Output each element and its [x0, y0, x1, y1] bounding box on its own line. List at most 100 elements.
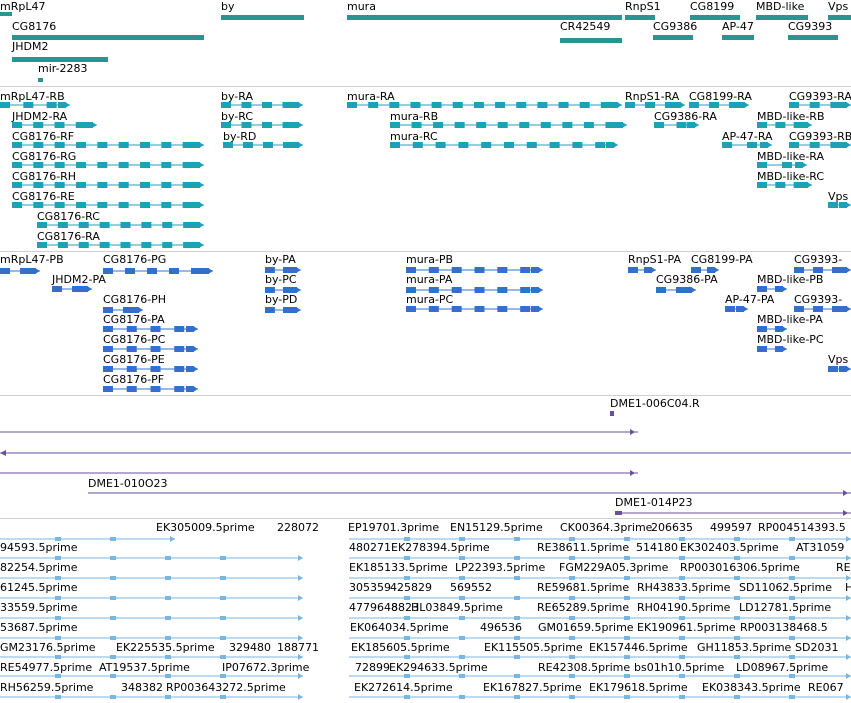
feature-label[interactable]: RnpS1-PA — [628, 253, 682, 266]
feature-label[interactable]: 8823 — [391, 601, 419, 614]
feature-label[interactable]: CG8176-RA — [37, 230, 100, 243]
feature-label[interactable]: AP-47 — [722, 20, 754, 33]
feature-label[interactable]: FGM229A05.3prime — [559, 561, 669, 574]
feature-label[interactable]: MBD-like-RA — [757, 150, 825, 163]
feature-label[interactable]: Vps — [828, 0, 849, 13]
feature-label[interactable]: by-RA — [221, 90, 253, 103]
feature-label[interactable]: EK064034.5prime — [350, 621, 449, 634]
feature-label[interactable]: RP003016306.5prime — [680, 561, 800, 574]
feature-label[interactable]: Vps — [828, 190, 849, 203]
feature-label[interactable]: AT19537.5prime — [99, 661, 190, 674]
feature-label[interactable]: RE3882 — [836, 561, 851, 574]
feature-label[interactable]: 61245.5prime — [0, 581, 78, 594]
feature-label[interactable]: MBD-like-PA — [757, 313, 823, 326]
feature-label[interactable]: AP-47-RA — [722, 130, 773, 143]
feature-label[interactable]: CG8176-PH — [103, 293, 167, 306]
feature-label[interactable]: LD12781.5prime — [739, 601, 832, 614]
feature-label[interactable]: by-RC — [221, 110, 254, 123]
feature-label[interactable]: CG8199 — [690, 0, 735, 13]
feature-label[interactable]: CG8176-PF — [103, 373, 165, 386]
feature-label[interactable]: by-PD — [265, 293, 298, 306]
feature-label[interactable]: GH11853.5prime — [697, 641, 792, 654]
feature-label[interactable]: by-RD — [223, 130, 257, 143]
feature-label[interactable]: IP07672.3prime — [222, 661, 310, 674]
feature-label[interactable]: CG8176-PA — [103, 313, 165, 326]
feature-label[interactable]: AP-47-PA — [725, 293, 775, 306]
feature-label[interactable]: 94593.5prime — [0, 541, 78, 554]
feature-label[interactable]: mura — [347, 0, 376, 13]
feature-label[interactable]: 329480 — [229, 641, 271, 654]
feature-label[interactable]: EK167827.5prime — [483, 681, 582, 694]
feature-label[interactable]: RnpS1 — [625, 0, 661, 13]
feature-label[interactable]: RH56259.5prime — [0, 681, 94, 694]
feature-label[interactable]: MBD-like-PB — [757, 273, 824, 286]
feature-label[interactable]: CG8176-RH — [12, 170, 77, 183]
feature-label[interactable]: SD11062.5prime — [739, 581, 832, 594]
feature-label[interactable]: by-PC — [265, 273, 297, 286]
feature-label[interactable]: CG9393-RB — [789, 130, 851, 143]
feature-label[interactable]: MBD-like-RB — [757, 110, 825, 123]
feature-label[interactable]: mura-PC — [406, 293, 454, 306]
feature-label[interactable]: RH43833.5prime — [637, 581, 731, 594]
feature-label[interactable]: AT31059 — [796, 541, 845, 554]
feature-label[interactable]: EK038343.5prime — [702, 681, 801, 694]
feature-label[interactable]: RE067 — [808, 681, 844, 694]
feature-label[interactable]: 514180 — [636, 541, 678, 554]
feature-label[interactable]: RE65289.5prime — [537, 601, 630, 614]
feature-label[interactable]: RE54977.5prime — [0, 661, 93, 674]
feature-label[interactable]: RP003643272.5prime — [166, 681, 286, 694]
feature-label[interactable]: EK179618.5prime — [589, 681, 688, 694]
feature-label[interactable]: RP004514393.5 — [758, 521, 846, 534]
feature-label[interactable]: 499597 — [710, 521, 752, 534]
feature-label[interactable]: mRpL47 — [0, 0, 46, 13]
feature-label[interactable]: MBD-like-PC — [757, 333, 824, 346]
feature-label[interactable]: EN15129.5prime — [450, 521, 543, 534]
feature-label[interactable]: Vps — [828, 353, 849, 366]
feature-label[interactable]: EK278394.5prime — [391, 541, 490, 554]
feature-label[interactable]: CG9386 — [653, 20, 698, 33]
feature-label[interactable]: CG8176-RE — [12, 190, 75, 203]
feature-label[interactable]: GM01659.5prime — [538, 621, 634, 634]
feature-label[interactable]: 228072 — [277, 521, 319, 534]
feature-label[interactable]: EK115505.5prime — [484, 641, 583, 654]
feature-label[interactable]: CG8176 — [12, 20, 57, 33]
feature-label[interactable]: CK00364.3prime — [560, 521, 653, 534]
feature-label[interactable]: CG9393-RA — [789, 90, 851, 103]
feature-label[interactable]: 496536 — [480, 621, 522, 634]
feature-label[interactable]: CG8176-RC — [37, 210, 100, 223]
feature-label[interactable]: mura-PA — [406, 273, 453, 286]
feature-label[interactable]: RE38611.5prime — [537, 541, 630, 554]
feature-label[interactable]: CG8176-PC — [103, 333, 166, 346]
feature-label[interactable]: CG9393 — [788, 20, 833, 33]
feature-label[interactable]: EP19701.3prime — [348, 521, 440, 534]
feature-label[interactable]: by — [221, 0, 235, 13]
feature-label[interactable]: CG8176-PG — [103, 253, 167, 266]
feature-label[interactable]: HL03849.5prime — [411, 601, 503, 614]
feature-label[interactable]: mura-PB — [406, 253, 454, 266]
feature-label[interactable]: DME1-014P23 — [615, 496, 693, 509]
feature-label[interactable]: 53687.5prime — [0, 621, 78, 634]
feature-label[interactable]: EK185133.5prime — [349, 561, 448, 574]
feature-label[interactable]: EK272614.5prime — [354, 681, 453, 694]
feature-label[interactable]: LP22393.5prime — [455, 561, 546, 574]
feature-label[interactable]: H — [845, 581, 851, 594]
feature-label[interactable]: 188771 — [277, 641, 319, 654]
feature-label[interactable]: mura-RA — [347, 90, 395, 103]
feature-label[interactable]: CG8199-RA — [689, 90, 752, 103]
feature-label[interactable]: CR42549 — [560, 20, 611, 33]
feature-label[interactable]: 425829 — [390, 581, 432, 594]
feature-label[interactable]: by-PA — [265, 253, 296, 266]
feature-label[interactable]: 33559.5prime — [0, 601, 78, 614]
feature-label[interactable]: LD08967.5prime — [736, 661, 829, 674]
feature-label[interactable]: 305359 — [349, 581, 391, 594]
feature-label[interactable]: GM23176.5prime — [0, 641, 96, 654]
feature-label[interactable]: mura-RC — [390, 130, 438, 143]
feature-label[interactable]: EK185605.5prime — [351, 641, 450, 654]
feature-label[interactable]: RnpS1-RA — [625, 90, 680, 103]
feature-label[interactable]: EK294633.5prime — [389, 661, 488, 674]
feature-label[interactable]: CG8199-PA — [691, 253, 753, 266]
feature-label[interactable]: CG8176-RG — [12, 150, 77, 163]
feature-label[interactable]: CG8176-PE — [103, 353, 165, 366]
feature-label[interactable]: 206635 — [651, 521, 693, 534]
feature-label[interactable]: EK305009.5prime — [156, 521, 255, 534]
